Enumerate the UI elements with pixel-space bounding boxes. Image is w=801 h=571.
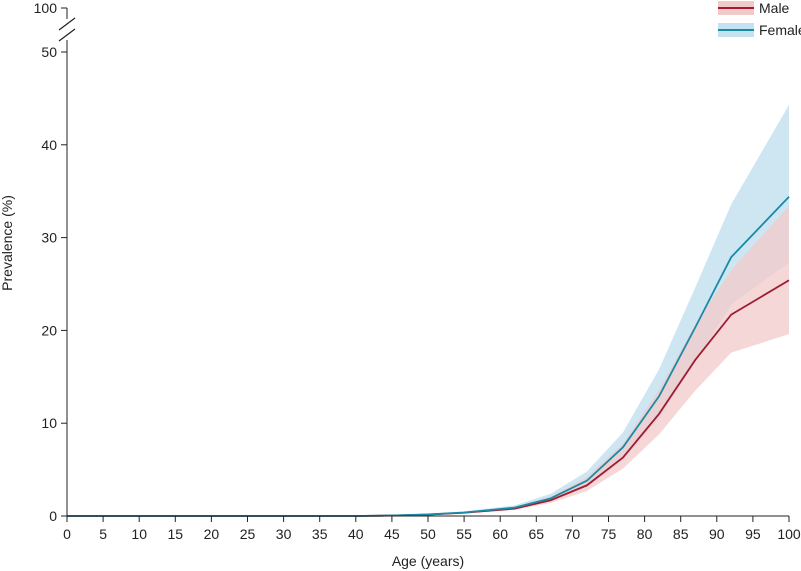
band-male: [67, 206, 789, 516]
x-tick-label: 90: [709, 526, 725, 542]
y-axis-label: Prevalence (%): [0, 195, 15, 291]
axis-break-mark: [58, 28, 76, 42]
axis-break-mark: [58, 17, 76, 31]
x-tick-label: 15: [168, 526, 184, 542]
axes: 0 5 10 15 20 25 30 35 40 45 50 55 60 65 70 75 80 85 90 95 10…: [34, 0, 801, 542]
legend-label-female: Female: [759, 22, 801, 38]
y-tick-label: 0: [49, 508, 57, 524]
x-tick-label: 35: [312, 526, 328, 542]
x-tick-label: 65: [529, 526, 545, 542]
legend: Male Female: [718, 0, 801, 38]
x-tick-label: 30: [276, 526, 292, 542]
x-tick-label: 50: [420, 526, 436, 542]
line-female: [67, 196, 790, 517]
x-tick-label: 60: [492, 526, 508, 542]
x-tick-label: 0: [63, 526, 71, 542]
x-tick-label: 25: [240, 526, 256, 542]
y-tick-label: 10: [41, 415, 57, 431]
x-tick-label: 95: [745, 526, 761, 542]
series-lines: [67, 196, 790, 517]
x-tick-label: 85: [673, 526, 689, 542]
legend-label-male: Male: [759, 0, 790, 16]
band-female: [67, 104, 789, 517]
x-tick-label: 10: [131, 526, 147, 542]
y-tick-label: 30: [41, 230, 57, 246]
y-tick-label: 50: [41, 44, 57, 60]
x-tick-label: 75: [601, 526, 617, 542]
x-tick-label: 80: [637, 526, 653, 542]
y-tick-label: 20: [41, 322, 57, 338]
x-tick-label: 5: [99, 526, 107, 542]
x-tick-label: 100: [777, 526, 801, 542]
y-tick-label: 40: [41, 137, 57, 153]
x-tick-label: 45: [384, 526, 400, 542]
x-tick-label: 55: [456, 526, 472, 542]
x-axis-label: Age (years): [392, 553, 464, 569]
x-tick-label: 70: [565, 526, 581, 542]
x-tick-label: 20: [204, 526, 220, 542]
y-tick-label-break: 100: [34, 0, 58, 16]
confidence-bands: [67, 104, 789, 517]
x-tick-label: 40: [348, 526, 364, 542]
